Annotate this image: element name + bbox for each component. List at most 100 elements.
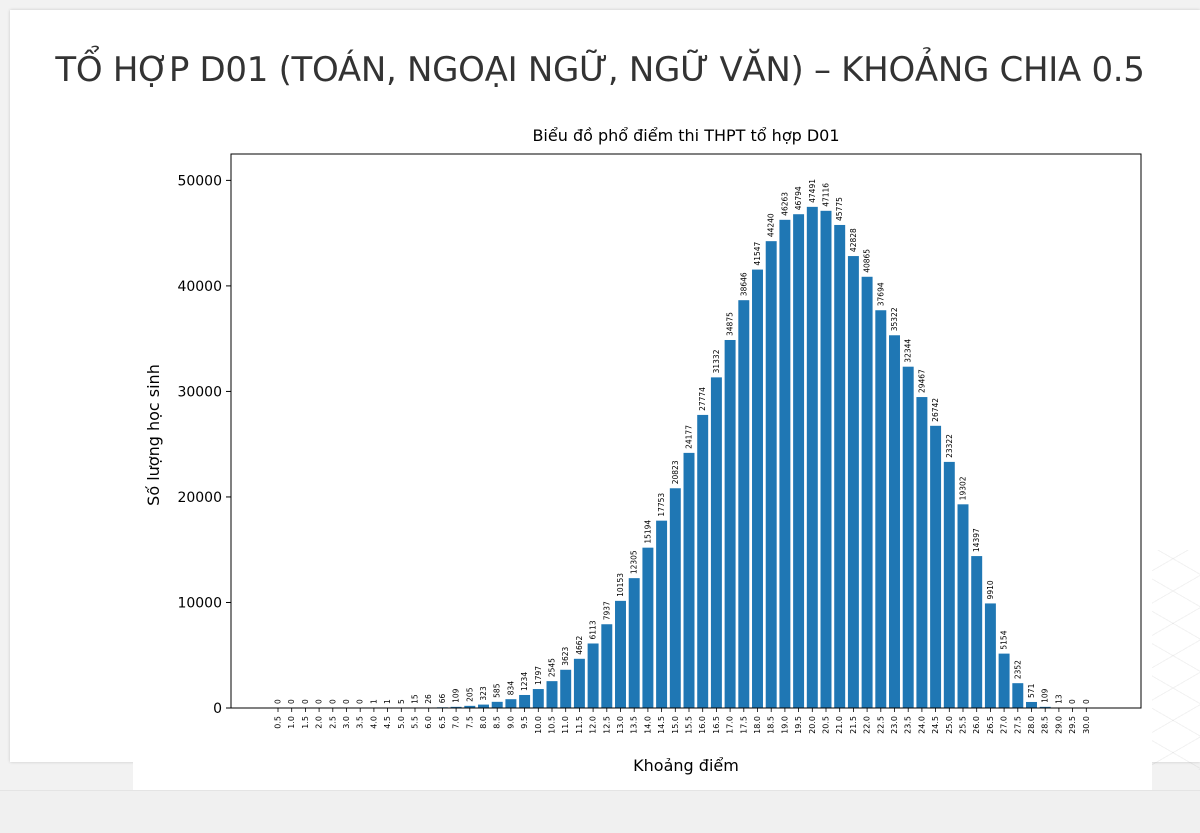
bar-value-label: 23322 bbox=[945, 434, 954, 458]
bar bbox=[725, 340, 736, 708]
bar bbox=[492, 702, 503, 708]
x-tick-label: 12.0 bbox=[589, 716, 598, 734]
y-tick-label: 40000 bbox=[177, 279, 222, 295]
x-tick-label: 21.0 bbox=[835, 716, 844, 734]
x-tick-label: 17.0 bbox=[726, 716, 735, 734]
x-axis-label: Khoảng điểm bbox=[633, 756, 739, 775]
bar-value-label: 34875 bbox=[726, 312, 735, 336]
bar-value-label: 32344 bbox=[904, 339, 913, 363]
bar bbox=[547, 681, 558, 708]
bar bbox=[916, 397, 927, 708]
bar bbox=[944, 462, 955, 708]
bar-value-label: 571 bbox=[1027, 683, 1036, 698]
bar-value-label: 0 bbox=[315, 699, 324, 704]
bar bbox=[711, 377, 722, 708]
x-tick-label: 13.5 bbox=[630, 716, 639, 734]
bar-value-label: 5 bbox=[397, 699, 406, 704]
bar bbox=[752, 270, 763, 708]
bar bbox=[779, 220, 790, 708]
x-tick-label: 25.5 bbox=[959, 716, 968, 734]
x-tick-label: 22.0 bbox=[863, 716, 872, 734]
x-tick-label: 3.5 bbox=[356, 716, 365, 729]
bar-value-label: 31332 bbox=[712, 349, 721, 373]
bar bbox=[971, 556, 982, 708]
x-tick-label: 12.5 bbox=[602, 716, 611, 734]
bar bbox=[519, 695, 530, 708]
bar bbox=[875, 310, 886, 708]
y-tick-label: 30000 bbox=[177, 384, 222, 400]
x-tick-label: 15.5 bbox=[685, 716, 694, 734]
bar-value-label: 26742 bbox=[931, 398, 940, 422]
x-tick-label: 0.5 bbox=[274, 716, 283, 729]
bar-value-label: 109 bbox=[1041, 688, 1050, 703]
x-tick-label: 29.5 bbox=[1068, 716, 1077, 734]
bar bbox=[766, 241, 777, 708]
bar bbox=[656, 521, 667, 708]
x-tick-label: 8.0 bbox=[479, 716, 488, 729]
bar bbox=[985, 603, 996, 708]
bar-value-label: 0 bbox=[274, 699, 283, 704]
x-tick-label: 4.0 bbox=[369, 716, 378, 729]
bar bbox=[670, 488, 681, 708]
x-tick-label: 5.5 bbox=[411, 716, 420, 729]
bar-value-label: 38646 bbox=[739, 272, 748, 296]
x-tick-label: 5.0 bbox=[397, 716, 406, 729]
bar-value-label: 2545 bbox=[548, 658, 557, 677]
bar bbox=[738, 300, 749, 708]
x-tick-label: 21.5 bbox=[849, 716, 858, 734]
bar bbox=[560, 670, 571, 708]
bar-value-label: 7937 bbox=[602, 601, 611, 620]
x-tick-label: 22.5 bbox=[876, 716, 885, 734]
x-tick-label: 19.5 bbox=[794, 716, 803, 734]
x-tick-label: 20.5 bbox=[822, 716, 831, 734]
bar bbox=[903, 367, 914, 708]
x-tick-label: 18.0 bbox=[753, 716, 762, 734]
bar-value-label: 6113 bbox=[589, 620, 598, 639]
x-tick-label: 1.0 bbox=[287, 716, 296, 729]
x-tick-label: 23.5 bbox=[904, 716, 913, 734]
bar bbox=[958, 504, 969, 708]
bar-value-label: 0 bbox=[301, 699, 310, 704]
x-tick-label: 7.5 bbox=[465, 716, 474, 729]
bar-value-label: 15194 bbox=[643, 520, 652, 544]
bar bbox=[601, 624, 612, 708]
bar-value-label: 14397 bbox=[972, 528, 981, 552]
bar-value-label: 41547 bbox=[753, 241, 762, 265]
bar-value-label: 13 bbox=[1054, 694, 1063, 704]
x-tick-label: 26.5 bbox=[986, 716, 995, 734]
bar-value-label: 205 bbox=[465, 687, 474, 702]
x-tick-label: 7.0 bbox=[452, 716, 461, 729]
bar bbox=[684, 453, 695, 708]
y-tick-label: 10000 bbox=[177, 595, 222, 611]
bar bbox=[999, 654, 1010, 708]
bar-value-label: 10153 bbox=[616, 573, 625, 597]
x-tick-label: 27.0 bbox=[1000, 716, 1009, 734]
x-tick-label: 18.5 bbox=[767, 716, 776, 734]
y-tick-label: 50000 bbox=[177, 173, 222, 189]
bar-value-label: 0 bbox=[342, 699, 351, 704]
bar bbox=[615, 601, 626, 708]
bar-value-label: 44240 bbox=[767, 213, 776, 237]
bar-value-label: 29467 bbox=[917, 369, 926, 393]
bar-value-label: 12305 bbox=[630, 550, 639, 574]
bar bbox=[889, 335, 900, 708]
bar bbox=[533, 689, 544, 708]
bar-value-label: 109 bbox=[452, 688, 461, 703]
bar bbox=[588, 643, 599, 708]
x-tick-label: 28.0 bbox=[1027, 716, 1036, 734]
bar-value-label: 1 bbox=[369, 699, 378, 704]
bar-value-label: 46794 bbox=[794, 186, 803, 210]
bar bbox=[505, 699, 516, 708]
bar bbox=[793, 214, 804, 708]
bar-value-label: 66 bbox=[438, 694, 447, 704]
x-tick-label: 3.0 bbox=[342, 716, 351, 729]
x-tick-label: 25.0 bbox=[945, 716, 954, 734]
x-tick-label: 24.0 bbox=[917, 716, 926, 734]
x-tick-label: 28.5 bbox=[1041, 716, 1050, 734]
y-axis-label: Số lượng học sinh bbox=[144, 364, 163, 506]
bar bbox=[821, 211, 832, 708]
x-tick-label: 14.0 bbox=[643, 716, 652, 734]
bar-value-label: 0 bbox=[1068, 699, 1077, 704]
